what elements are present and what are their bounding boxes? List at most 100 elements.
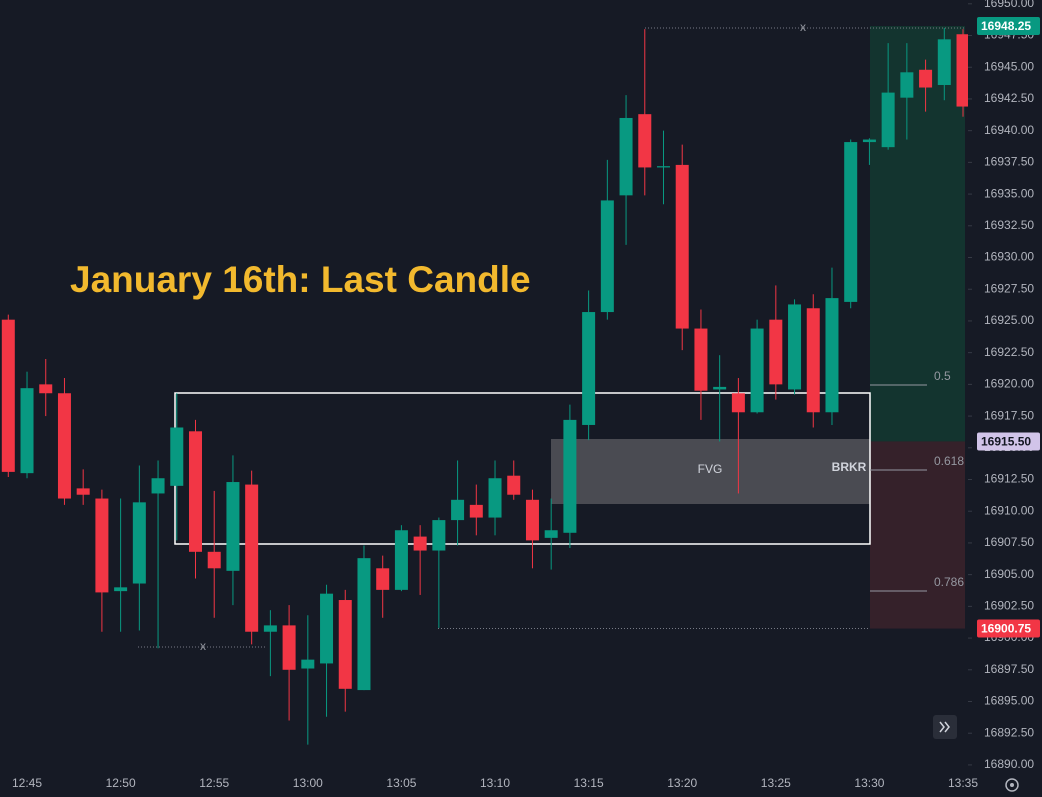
settings-icon-core xyxy=(1010,783,1014,787)
candle-body xyxy=(189,431,202,552)
candle-body xyxy=(525,499,539,541)
scroll-button[interactable] xyxy=(933,715,957,739)
candle-body xyxy=(900,72,914,98)
brkr-label: BRKR xyxy=(832,460,867,474)
candle-body xyxy=(320,593,334,664)
x-tick-label: 12:50 xyxy=(106,776,136,790)
y-tick-label: 16897.50 xyxy=(984,662,1034,676)
candle-body xyxy=(788,304,802,390)
candle-body xyxy=(582,312,596,425)
x-tick-label: 12:45 xyxy=(12,776,42,790)
y-axis-panel xyxy=(968,0,1042,797)
price-label: 16900.75 xyxy=(981,622,1031,636)
chart-title: January 16th: Last Candle xyxy=(70,259,531,300)
marker-label: x xyxy=(200,639,206,653)
y-tick-label: 16925.00 xyxy=(984,313,1034,327)
candle-body xyxy=(844,142,858,302)
x-tick-label: 12:55 xyxy=(199,776,229,790)
y-tick-label: 16950.00 xyxy=(984,0,1034,10)
x-tick-label: 13:15 xyxy=(574,776,604,790)
fib-label: 0.618 xyxy=(934,454,964,468)
candle-body xyxy=(731,393,745,413)
candle-body xyxy=(937,39,951,85)
x-tick-label: 13:25 xyxy=(761,776,791,790)
candle-body xyxy=(39,384,53,394)
candle-body xyxy=(132,502,146,584)
candle-body xyxy=(825,298,839,413)
candle-body xyxy=(57,393,71,499)
x-tick-label: 13:05 xyxy=(386,776,416,790)
candle-body xyxy=(919,69,933,88)
candle-body xyxy=(357,558,371,691)
candle-body xyxy=(301,659,315,669)
candle-body xyxy=(451,499,465,521)
y-tick-label: 16935.00 xyxy=(984,186,1034,200)
candle-body xyxy=(806,308,820,413)
y-tick-label: 16912.50 xyxy=(984,472,1034,486)
long-profit-zone xyxy=(870,26,965,442)
candle-body xyxy=(769,319,783,385)
candle-body xyxy=(95,498,109,593)
candle-body xyxy=(956,34,970,107)
fib-label: 0.5 xyxy=(934,369,951,383)
y-tick-label: 16892.50 xyxy=(984,725,1034,739)
y-tick-label: 16940.00 xyxy=(984,123,1034,137)
candle-body xyxy=(170,427,184,486)
fib-label: 0.786 xyxy=(934,575,964,589)
long-loss-zone xyxy=(870,441,965,629)
candle-body xyxy=(657,166,670,168)
y-tick-label: 16920.00 xyxy=(984,377,1034,391)
candle-body xyxy=(245,484,259,632)
candle-body xyxy=(226,482,240,571)
x-tick-label: 13:20 xyxy=(667,776,697,790)
y-tick-label: 16910.00 xyxy=(984,503,1034,517)
y-tick-label: 16890.00 xyxy=(984,757,1034,771)
fvg-label: FVG xyxy=(698,462,723,476)
candle-body xyxy=(413,536,427,551)
candle-body xyxy=(76,488,90,495)
candle-body xyxy=(750,328,764,413)
y-tick-label: 16927.50 xyxy=(984,281,1034,295)
candle-body xyxy=(488,478,502,518)
candle-body xyxy=(207,551,221,569)
candle-body xyxy=(151,478,165,494)
candle-body xyxy=(20,388,34,474)
candle-body xyxy=(544,530,558,538)
candle-body xyxy=(263,625,277,632)
y-tick-label: 16945.00 xyxy=(984,59,1034,73)
x-tick-label: 13:30 xyxy=(854,776,884,790)
candle-body xyxy=(600,200,614,313)
settings-icon xyxy=(1005,778,1019,792)
candle-body xyxy=(694,328,708,391)
scroll-button-bg xyxy=(933,715,957,739)
candle-body xyxy=(469,504,483,518)
candle-body xyxy=(563,419,577,533)
candle-body xyxy=(619,117,633,196)
candle-body xyxy=(675,164,689,329)
candle-body xyxy=(114,587,128,592)
y-tick-label: 16895.00 xyxy=(984,694,1034,708)
x-tick-label: 13:10 xyxy=(480,776,510,790)
x-tick-label: 13:35 xyxy=(948,776,978,790)
settings-button[interactable] xyxy=(1005,778,1019,792)
y-tick-label: 16937.50 xyxy=(984,155,1034,169)
y-tick-label: 16902.50 xyxy=(984,599,1034,613)
price-label-box xyxy=(977,17,1040,36)
candle-body xyxy=(1,319,15,472)
candle-body xyxy=(638,114,652,168)
candle-body xyxy=(282,625,296,670)
candle-body xyxy=(338,600,352,689)
price-label-box xyxy=(977,619,1040,638)
y-tick-label: 16905.00 xyxy=(984,567,1034,581)
candle-body xyxy=(862,139,876,143)
y-tick-label: 16922.50 xyxy=(984,345,1034,359)
price-label: 16948.25 xyxy=(981,19,1031,33)
y-tick-label: 16942.50 xyxy=(984,91,1034,105)
candle-body xyxy=(713,386,727,390)
price-label: 16915.50 xyxy=(981,435,1031,449)
y-tick-label: 16932.50 xyxy=(984,218,1034,232)
candle-body xyxy=(394,530,408,590)
